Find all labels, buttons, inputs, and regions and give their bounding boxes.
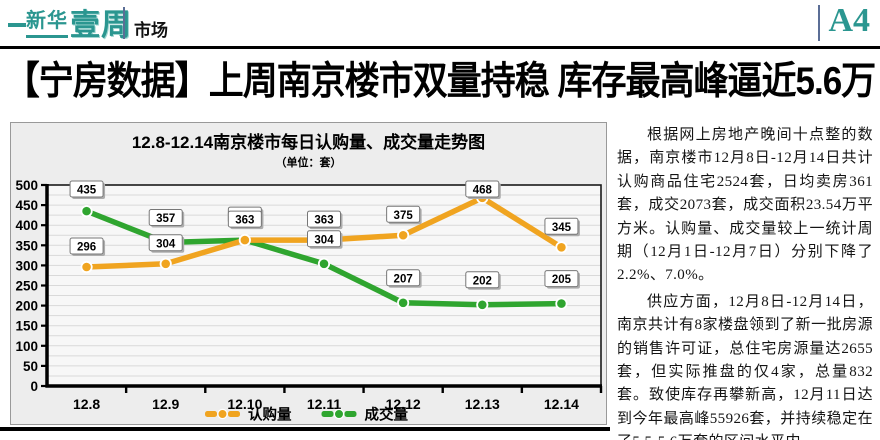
svg-text:12.9: 12.9 xyxy=(152,396,179,412)
article-body: 根据网上房地产晚间十点整的数据，南京楼市12月8日-12月14日共计认购商品住宅… xyxy=(617,124,873,440)
svg-text:12.14: 12.14 xyxy=(544,396,579,412)
x-axis-labels: 12.8 12.9 12.10 12.11 12.12 12.13 12.14 xyxy=(73,386,603,412)
svg-text:500: 500 xyxy=(15,178,38,193)
article-paragraph: 根据网上房地产晚间十点整的数据，南京楼市12月8日-12月14日共计认购商品住宅… xyxy=(617,127,873,284)
svg-text:400: 400 xyxy=(15,218,38,233)
svg-text:296: 296 xyxy=(77,242,96,254)
chart-panel: 12.8-12.14南京楼市每日认购量、成交量走势图 （单位：套） 0 50 100… xyxy=(10,122,607,425)
svg-text:450: 450 xyxy=(15,198,38,213)
svg-text:150: 150 xyxy=(15,319,38,334)
svg-text:304: 304 xyxy=(156,238,176,250)
logo-text-small: 新华 xyxy=(26,4,68,38)
svg-text:12.8: 12.8 xyxy=(73,396,100,412)
bottom-rule xyxy=(0,427,610,431)
logo-text-large: 壹周 xyxy=(70,9,132,42)
svg-text:363: 363 xyxy=(314,215,333,227)
svg-text:12.13: 12.13 xyxy=(465,396,500,412)
newspaper-logo: 新华 壹周 xyxy=(8,4,132,41)
page-number-label: A4 xyxy=(828,2,870,39)
svg-text:304: 304 xyxy=(314,234,334,246)
svg-text:375: 375 xyxy=(394,210,414,222)
svg-text:468: 468 xyxy=(473,185,493,197)
svg-text:345: 345 xyxy=(552,222,572,234)
svg-text:认购量: 认购量 xyxy=(248,406,292,424)
svg-text:100: 100 xyxy=(15,339,38,354)
data-point xyxy=(397,296,410,309)
data-point xyxy=(80,205,93,218)
header-divider-left xyxy=(123,7,125,39)
svg-text:200: 200 xyxy=(15,299,38,314)
series-0-labels: 296 304 363 363 375 468 345 xyxy=(69,180,580,257)
data-point xyxy=(555,297,568,310)
svg-text:435: 435 xyxy=(77,185,97,197)
svg-text:363: 363 xyxy=(235,215,254,227)
svg-text:12.10: 12.10 xyxy=(227,396,262,412)
chart-legend: 认购量 成交量 xyxy=(205,406,408,424)
svg-text:12.11: 12.11 xyxy=(307,396,341,412)
logo-stroke-decoration xyxy=(8,23,26,27)
y-axis-labels: 0 50 100 150 200 250 300 350 400 450 500 xyxy=(15,178,47,394)
article-paragraph: 供应方面，12月8日-12月14日，南京共计有8家楼盘领到了新一批房源的销售许可… xyxy=(617,293,873,440)
data-point xyxy=(238,233,251,247)
svg-text:50: 50 xyxy=(23,359,38,374)
svg-text:207: 207 xyxy=(394,273,413,285)
svg-text:202: 202 xyxy=(473,275,492,287)
header-rule xyxy=(0,46,880,49)
data-point xyxy=(159,257,172,270)
svg-text:0: 0 xyxy=(30,379,38,394)
svg-text:357: 357 xyxy=(156,213,175,225)
section-label: 市场 xyxy=(134,21,168,40)
svg-text:205: 205 xyxy=(552,274,572,286)
data-point xyxy=(397,229,410,242)
data-point xyxy=(555,241,568,254)
chart-unit-subtitle: （单位：套） xyxy=(275,157,342,169)
page-header: 新华 壹周 市场 A4 xyxy=(0,0,880,49)
svg-text:250: 250 xyxy=(15,279,38,294)
svg-text:300: 300 xyxy=(15,258,38,273)
svg-text:12.12: 12.12 xyxy=(386,396,421,412)
data-point xyxy=(476,298,489,311)
svg-text:350: 350 xyxy=(15,238,38,253)
article-headline: 【宁房数据】上周南京楼市双量持稳 库存最高峰逼近5.6万 xyxy=(4,60,876,103)
data-point xyxy=(80,260,93,274)
header-divider-right xyxy=(818,5,820,41)
svg-text:成交量: 成交量 xyxy=(365,406,409,424)
chart-title: 12.8-12.14南京楼市每日认购量、成交量走势图 xyxy=(131,133,486,152)
data-point xyxy=(317,257,331,270)
